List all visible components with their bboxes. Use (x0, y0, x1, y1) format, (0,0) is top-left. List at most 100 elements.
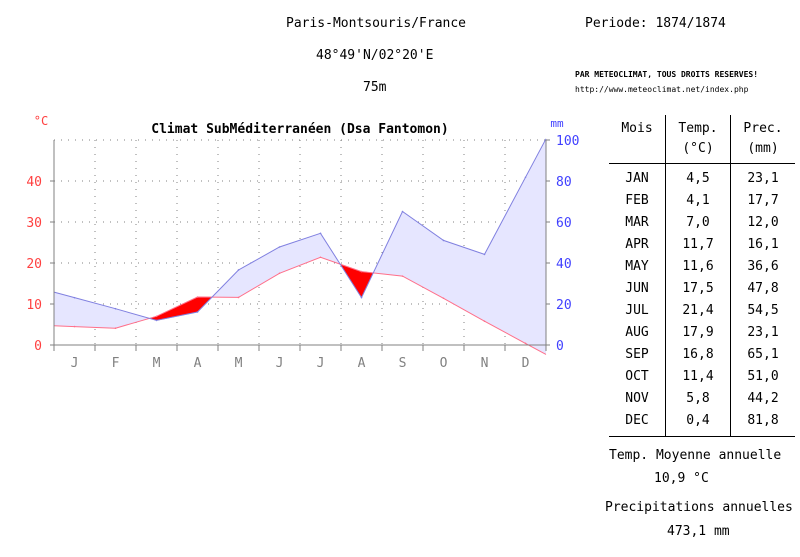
source-url: http://www.meteoclimat.net/index.php (575, 85, 749, 94)
coordinates: 48°49'N/02°20'E (316, 48, 434, 63)
table-cell: 47,8 (747, 281, 779, 296)
precipitation-point (196, 311, 199, 313)
period: Periode: 1874/1874 (585, 16, 726, 31)
x-tick-label: J (317, 356, 325, 371)
table-header: Prec. (mm) (730, 115, 795, 164)
table-cell: MAR (609, 212, 666, 234)
x-tick-label: A (194, 356, 202, 371)
table-cell: APR (609, 234, 666, 256)
table-row: JAN 4,5 23,1 (609, 163, 795, 190)
table-row: DEC 0,4 81,8 (609, 410, 795, 437)
climate-table: Mois Temp. (°C) Prec. (mm) JAN 4,5 23,1 FEB 4,1 1… (609, 115, 795, 437)
table-cell: 5,8 (665, 388, 731, 410)
y-tick-label: 40 (26, 175, 42, 190)
table-cell: 65,1 (747, 347, 779, 362)
table-cell: 4,1 (665, 190, 731, 212)
table-cell: NOV (609, 388, 666, 410)
y2-tick-label: 0 (556, 339, 564, 354)
table-cell: 17,5 (665, 278, 731, 300)
temperature-point (73, 325, 76, 328)
table-cell: 54,5 (747, 303, 779, 318)
table-cell: 51,0 (747, 369, 779, 384)
station-name: Paris-Montsouris/France (286, 16, 467, 31)
temperature-point (524, 342, 527, 345)
table-cell: OCT (609, 366, 666, 388)
precipitation-area (54, 138, 546, 355)
table-row: NOV 5,8 44,2 (609, 388, 795, 410)
annual-temp-label: Temp. Moyenne annuelle (609, 448, 782, 463)
table-cell: AUG (609, 322, 666, 344)
table-row: SEP 16,8 65,1 (609, 344, 795, 366)
table-cell: SEP (609, 344, 666, 366)
y2-tick-label: 100 (556, 134, 579, 149)
x-tick-label: D (522, 356, 530, 371)
table-cell: 4,5 (665, 163, 731, 190)
x-tick-label: F (112, 356, 120, 371)
table-cell: 11,7 (665, 234, 731, 256)
x-tick-label: S (399, 356, 407, 371)
table-row: MAR 7,0 12,0 (609, 212, 795, 234)
temperature-point (483, 320, 486, 323)
temperature-line (53, 256, 547, 355)
table-cell: DEC (609, 410, 666, 437)
dry-season-fill (156, 296, 198, 321)
table-cell: 36,6 (747, 259, 779, 274)
annual-precip-value: 473,1 mm (667, 524, 730, 539)
table-cell: MAY (609, 256, 666, 278)
y-tick-label: 30 (26, 216, 42, 231)
temperature-point (278, 272, 281, 275)
temperature-point (401, 275, 404, 277)
y2-tick-label: 60 (556, 216, 572, 231)
chart-title: Climat SubMéditerranéen (Dsa Fantomon) (151, 122, 448, 137)
left-axis-unit: °C (34, 114, 48, 128)
table-row: FEB 4,1 17,7 (609, 190, 795, 212)
table-cell: 0,4 (665, 410, 731, 437)
copyright-notice: PAR METEOCLIMAT, TOUS DROITS RESERVES! (575, 70, 759, 79)
table-cell: JUL (609, 300, 666, 322)
table-cell: 11,6 (665, 256, 731, 278)
altitude: 75m (363, 80, 387, 95)
x-tick-label: J (276, 356, 284, 371)
precipitation-line (53, 138, 547, 321)
precipitation-point (237, 269, 240, 271)
x-tick-label: J (71, 356, 79, 371)
table-cell: 16,8 (665, 344, 731, 366)
temperature-point (237, 296, 240, 299)
table-row: AUG 17,9 23,1 (609, 322, 795, 344)
x-tick-label: N (481, 356, 489, 371)
table-row: MAY 11,6 36,6 (609, 256, 795, 278)
y2-tick-label: 20 (556, 298, 572, 313)
precipitation-point (73, 296, 76, 299)
y2-tick-label: 40 (556, 257, 572, 272)
x-tick-label: M (235, 356, 243, 371)
table-row: APR 11,7 16,1 (609, 234, 795, 256)
precipitation-point (360, 296, 363, 299)
precipitation-point (401, 210, 404, 213)
table-cell: 11,4 (665, 366, 731, 388)
table-cell: 17,9 (665, 322, 731, 344)
precipitation-point (442, 239, 445, 242)
precipitation-point (278, 246, 281, 248)
right-axis-unit: mm (550, 117, 564, 130)
y2-tick-label: 80 (556, 175, 572, 190)
annual-temp-value: 10,9 °C (654, 471, 709, 486)
table-header: Temp. (°C) (665, 115, 731, 164)
y-tick-label: 10 (26, 298, 42, 313)
table-cell: 17,7 (747, 193, 779, 208)
table-row: OCT 11,4 51,0 (609, 366, 795, 388)
temperature-point (360, 270, 363, 273)
temperature-point (114, 327, 117, 329)
table-cell: 23,1 (747, 325, 779, 340)
table-cell: JUN (609, 278, 666, 300)
temperature-point (442, 297, 445, 300)
precipitation-point (155, 319, 158, 322)
table-cell: 44,2 (747, 391, 779, 406)
table-cell: 16,1 (747, 237, 779, 252)
climate-chart: Climat SubMéditerranéen (Dsa Fantomon) °… (26, 114, 579, 371)
temperature-point (319, 256, 322, 259)
table-row: JUL 21,4 54,5 (609, 300, 795, 322)
table-cell: JAN (609, 163, 666, 190)
table-cell: 23,1 (747, 171, 779, 186)
precipitation-point (524, 176, 527, 179)
table-cell: 21,4 (665, 300, 731, 322)
